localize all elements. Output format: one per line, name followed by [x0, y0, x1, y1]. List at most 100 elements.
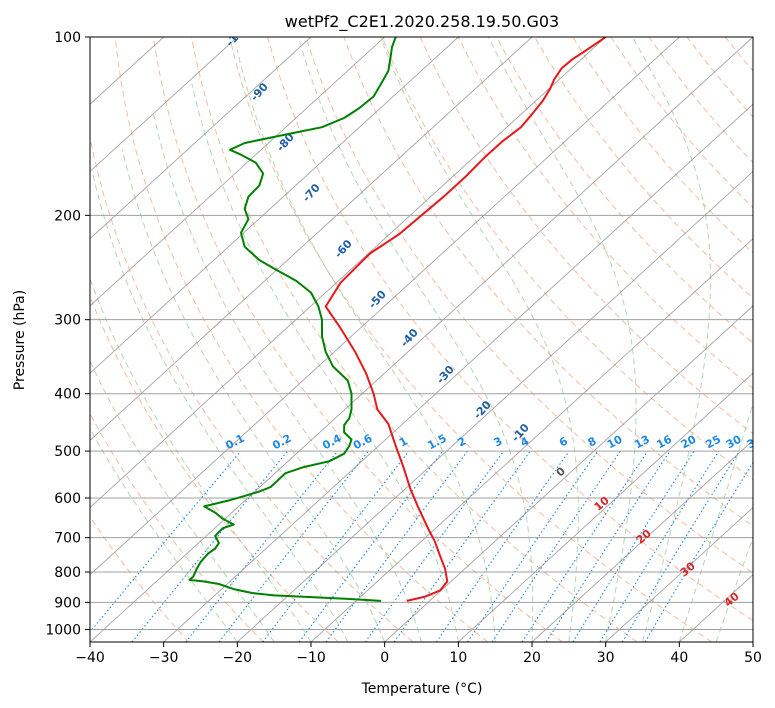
- isotherm-line: [90, 37, 753, 642]
- isotherm-line: [90, 37, 533, 441]
- dry-adiabat-line: [686, 37, 753, 118]
- moist-adiabat-label: 20: [634, 527, 654, 547]
- plot-frame: [89, 36, 754, 643]
- dry-adiabat-line: [534, 37, 753, 299]
- dry-adiabat-line: [305, 37, 753, 574]
- mixing-ratio-line: [599, 450, 720, 642]
- mixing-ratio-line: [572, 450, 695, 642]
- moist-adiabat-label: 30: [678, 559, 698, 579]
- x-tick-label: 10: [449, 650, 467, 666]
- mixing-ratio-line: [218, 450, 369, 642]
- dewpoint-line: [188, 37, 397, 602]
- moist-adiabat-line: [90, 359, 275, 642]
- isotherms: [90, 37, 753, 642]
- dry-adiabat-line: [648, 37, 753, 164]
- isotherm-line: [458, 372, 753, 642]
- isotherm-line: [237, 170, 753, 642]
- x-tick-label: −40: [75, 650, 105, 666]
- dry-adiabat-line: [90, 412, 264, 642]
- y-tick-label: 1000: [45, 622, 81, 638]
- y-tick-label: 400: [54, 387, 81, 403]
- moist-adiabat-line: [488, 37, 637, 642]
- isotherm-line: [90, 37, 606, 509]
- dry-adiabat-line: [495, 37, 753, 344]
- mixing-ratio-label: 2: [455, 434, 468, 449]
- mixing-ratio-label: 0.2: [270, 432, 293, 453]
- mixing-ratio-line: [131, 450, 289, 642]
- sounding-series: [188, 37, 607, 602]
- isotherm-line: [90, 37, 459, 374]
- isotherm-line: [384, 305, 753, 642]
- moist-adiabat-label: 10: [592, 494, 612, 514]
- x-tick-label: 0: [380, 650, 389, 666]
- dry-adiabat-line: [572, 37, 753, 254]
- y-tick-label: 900: [54, 595, 81, 611]
- mixing-ratio-line: [435, 450, 570, 642]
- x-tick-label: 40: [670, 650, 688, 666]
- dry-adiabat-label: -10: [509, 421, 532, 445]
- mixing-ratio-label: 25: [703, 433, 723, 452]
- y-tick-label: 300: [54, 313, 81, 329]
- mixing-ratio-label: 8: [586, 434, 599, 449]
- mixing-ratio-label: 1: [397, 434, 410, 449]
- y-axis: 1000 900 800 700 600 500 400 300 200 100: [45, 30, 90, 638]
- dry-adiabat-line: [419, 37, 753, 435]
- dry-adiabat-line: [267, 37, 753, 622]
- dry-adiabat-label: -50: [366, 288, 389, 312]
- dry-adiabat-line: [190, 37, 638, 642]
- mixing-ratio-label: 13: [632, 433, 652, 452]
- dry-adiabat-label: -100: [223, 20, 251, 49]
- line-labels: 0.1 0.2 0.4 0.6 1 1.5 2 3 4 6 8 10 13 16 20 25 30 36-100-…: [223, 20, 753, 610]
- isotherm-line: [531, 439, 753, 642]
- moist-adiabat-line: [632, 37, 711, 642]
- y-tick-label: 700: [54, 531, 81, 547]
- mixing-ratio-line: [545, 450, 671, 642]
- dry-adiabat-line: [381, 37, 753, 481]
- moist-adiabat-line: [90, 427, 238, 642]
- y-tick-label: 100: [54, 30, 81, 46]
- isotherm-line: [163, 103, 753, 642]
- mixing-ratio-line: [185, 450, 339, 642]
- isotherm-line: [310, 238, 753, 642]
- mixing-ratio-line: [491, 450, 621, 642]
- chart-title: wetPf2_C2E1.2020.258.19.50.G03: [285, 12, 559, 32]
- y-tick-label: 200: [54, 208, 81, 224]
- temperature-line: [324, 37, 607, 602]
- isobars: [90, 37, 753, 630]
- mixing-ratio-label: 0.6: [351, 432, 375, 453]
- mixing-ratio-label: 30: [724, 433, 744, 452]
- x-tick-label: −30: [149, 650, 179, 666]
- mixing-ratio-line: [467, 450, 599, 642]
- dry-adiabat-line: [343, 37, 753, 527]
- dry-adiabat-label: -30: [434, 363, 457, 387]
- moist-adiabat-line: [90, 277, 312, 642]
- moist-adiabat-line: [380, 37, 579, 642]
- moist-adiabat-label: 40: [722, 590, 742, 610]
- dry-adiabat-line: [114, 37, 488, 642]
- y-tick-label: 800: [54, 565, 81, 581]
- dry-adiabat-line: [152, 37, 563, 642]
- x-tick-label: 50: [744, 650, 762, 666]
- dry-adiabat-label: -90: [248, 80, 271, 104]
- mixing-ratio-line: [364, 450, 505, 642]
- mixing-ratio-lines: [90, 450, 753, 642]
- moist-adiabat-line: [715, 535, 753, 642]
- dry-adiabat-line: [724, 37, 753, 72]
- mixing-ratio-label: 0.4: [320, 432, 344, 453]
- dry-adiabat-label: -70: [300, 181, 323, 205]
- moist-adiabat-line: [92, 173, 349, 642]
- x-tick-label: −10: [296, 650, 326, 666]
- dry-adiabat-line: [90, 515, 190, 642]
- dry-adiabat-line: [90, 295, 339, 642]
- plot-area: 0.1 0.2 0.4 0.6 1 1.5 2 3 4 6 8 10 13 16 20 25 30 36-100-…: [90, 20, 753, 642]
- y-axis-title: Pressure (hPa): [12, 290, 28, 390]
- mixing-ratio-line: [621, 450, 740, 642]
- isotherm-line: [90, 37, 385, 307]
- y-tick-label: 500: [54, 444, 81, 460]
- mixing-ratio-label: 6: [557, 434, 570, 449]
- dry-adiabat-line: [610, 37, 753, 209]
- x-tick-label: 20: [523, 650, 541, 666]
- moist-adiabats: [90, 37, 753, 642]
- y-tick-label: 600: [54, 491, 81, 507]
